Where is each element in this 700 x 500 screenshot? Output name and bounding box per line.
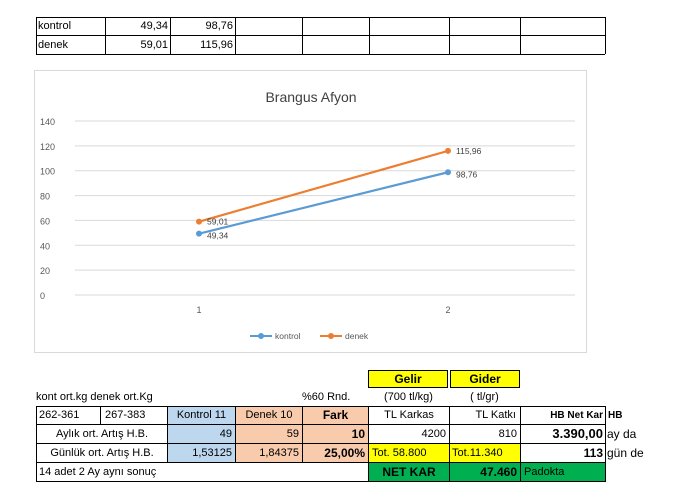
data-label-denek: 115,96 [456,146,482,156]
grid-line [105,17,106,54]
x-tick-label: 1 [196,305,201,315]
grid-line [605,17,606,54]
y-tick-label: 120 [40,142,55,152]
range-denek[interactable]: 267-383 [100,406,168,425]
padokta-label[interactable]: Padokta [520,462,606,482]
legend-marker-kontrol [258,333,264,339]
chart-grid [75,120,575,296]
cell-kontrol-2[interactable]: 98,76 [205,20,233,32]
cell-kontrol-1[interactable]: 49,34 [140,20,168,32]
hb-net-kar-header[interactable]: HB Net Kar [520,406,606,425]
y-tick-label: 20 [40,266,50,276]
data-point-denek [445,147,451,154]
grid-line [302,17,303,54]
legend-label-denek: denek [345,331,369,341]
row-label-denek[interactable]: denek [38,39,68,51]
data-point-kontrol [445,169,451,176]
gun-de-label[interactable]: gün de [607,446,644,460]
range-kontrol[interactable]: 262-361 [36,406,101,425]
row-a-label[interactable]: kont ort.kg denek ort.Kg [36,391,153,403]
denek-header[interactable]: Denek 10 [235,406,303,425]
fark-header[interactable]: Fark [302,406,369,425]
karkas-value[interactable]: 4200 [368,424,450,444]
tl-katki[interactable]: TL Katkı [449,406,521,425]
gelir-unit[interactable]: (700 tl/kg) [384,391,433,403]
gunluk-fark[interactable]: 25,00% [302,443,369,463]
legend-label-kontrol: kontrol [275,331,301,341]
gunluk-kontrol[interactable]: 1,53125 [167,443,236,463]
data-label-denek: 59,01 [207,217,229,227]
grid-line [449,17,450,54]
ay-da-label[interactable]: ay da [607,427,637,441]
grid-line [235,17,236,54]
y-tick-label: 40 [40,241,50,251]
chart-legend: kontrol denek [250,331,369,341]
y-tick-label: 60 [40,216,50,226]
hb-label[interactable]: HB [608,410,623,421]
y-tick-label: 140 [40,117,55,127]
gider-unit[interactable]: ( tl/gr) [470,391,499,403]
row-label-kontrol[interactable]: kontrol [38,20,72,32]
data-point-kontrol [196,230,202,237]
net-kar-value[interactable]: 47.460 [449,462,521,482]
tl-karkas[interactable]: TL Karkas [368,406,450,425]
aylik-kontrol[interactable]: 49 [167,424,236,444]
cell-denek-2[interactable]: 115,96 [200,39,233,51]
summary-note[interactable]: 14 adet 2 Ay aynı sonuç [36,462,369,482]
grid-line [36,54,605,55]
tot-gelir[interactable]: Tot. 58.800 [368,443,450,463]
net-kar-label[interactable]: NET KAR [368,462,450,482]
series-line-kontrol [198,171,449,235]
gider-header[interactable]: Gider [450,370,520,388]
grid-line [520,17,521,54]
series-line-denek [198,149,449,223]
y-tick-label: 80 [40,192,50,202]
data-label-kontrol: 49,34 [207,231,229,241]
data-label-kontrol: 98,76 [456,169,478,179]
gunluk-denek[interactable]: 1,84375 [235,443,303,463]
gun-count[interactable]: 113 [520,443,606,463]
y-tick-label: 100 [40,167,55,177]
data-point-denek [196,218,202,225]
chart-series: 49,34 98,76 59,01 115,96 [196,146,482,241]
katki-value[interactable]: 810 [449,424,521,444]
aylik-label[interactable]: Aylık ort. Artış H.B. [36,424,168,444]
legend-marker-denek [328,333,334,339]
grid-line [36,17,605,18]
kontrol-header[interactable]: Kontrol 11 [167,406,236,425]
grid-line [170,17,171,54]
aylik-denek[interactable]: 59 [235,424,303,444]
grid-line [36,35,605,36]
x-tick-label: 2 [445,305,450,315]
grid-line [36,17,37,54]
hb-net-kar-value[interactable]: 3.390,00 [520,424,606,444]
cell-denek-1[interactable]: 59,01 [140,39,168,51]
gelir-header[interactable]: Gelir [368,370,448,388]
grid-line [369,17,370,54]
rnd-label[interactable]: %60 Rnd. [302,391,351,403]
tot-gider[interactable]: Tot.11.340 [449,443,521,463]
y-tick-label: 0 [40,291,45,301]
y-axis-ticks: 0 20 40 60 80 100 120 140 [40,117,55,301]
aylik-fark[interactable]: 10 [302,424,369,444]
gunluk-label[interactable]: Günlük ort. Artış H.B. [36,443,168,463]
chart-title: Brangus Afyon [265,89,356,105]
